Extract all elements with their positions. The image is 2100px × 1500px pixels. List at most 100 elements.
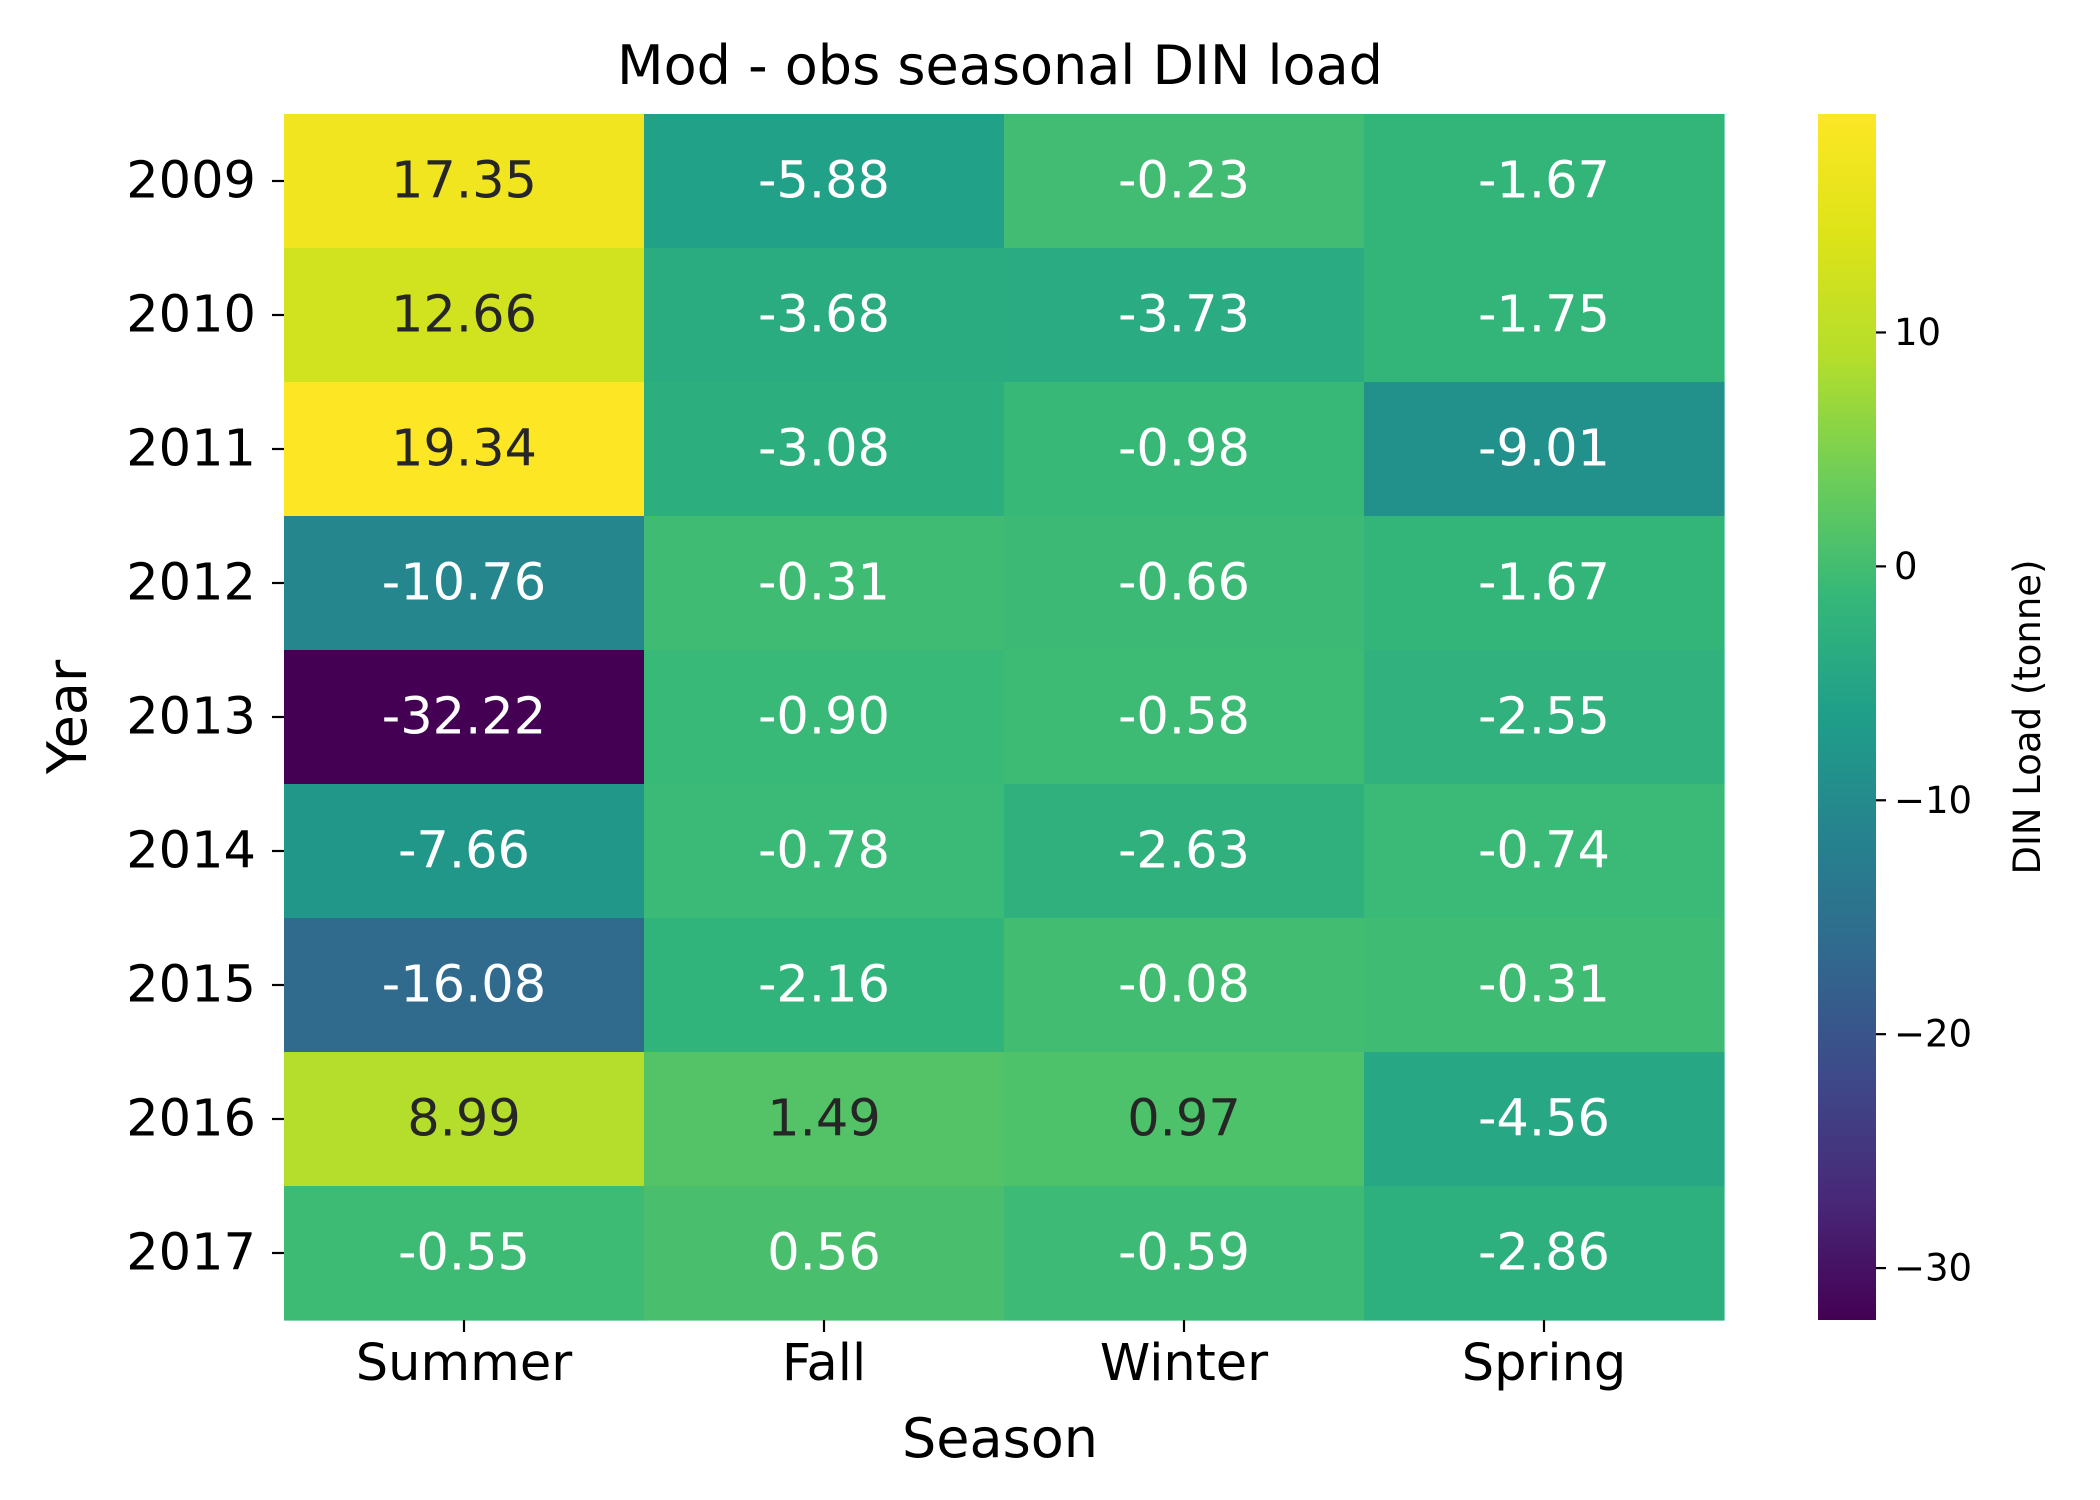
cell-value-label: -0.59 — [1118, 1224, 1250, 1283]
cell-value-label: -0.66 — [1118, 554, 1250, 613]
y-tick-label: 2009 — [126, 152, 256, 211]
cell-value-label: 17.35 — [391, 152, 537, 211]
heatmap-cell — [1364, 1186, 1725, 1321]
cell-value-label: -0.58 — [1118, 688, 1250, 747]
heatmap-cell — [284, 248, 645, 383]
y-tick-label: 2017 — [126, 1224, 256, 1283]
heatmap-cell-labels: 17.35 -5.88 -0.23 -1.67 12.66 -3.68 -3.73 -1.75… — [382, 152, 1610, 1283]
cell-value-label: -2.63 — [1118, 822, 1250, 881]
colorbar-gradient — [1818, 114, 1876, 1320]
heatmap-cells — [284, 114, 1725, 1321]
heatmap-cell — [284, 516, 645, 651]
cell-value-label: -7.66 — [398, 822, 530, 881]
cell-value-label: -2.16 — [758, 956, 890, 1015]
chart-title: Mod - obs seasonal DIN load — [617, 34, 1383, 97]
heatmap-cell — [284, 784, 645, 919]
cell-value-label: -1.67 — [1478, 152, 1610, 211]
cell-value-label: 0.97 — [1127, 1090, 1241, 1149]
y-tick-label: 2014 — [126, 822, 256, 881]
colorbar: 10 0 −10 −20 −30 DIN Load (tonne) — [1818, 114, 2049, 1320]
heatmap-cell — [644, 1186, 1005, 1321]
y-tick-label: 2012 — [126, 554, 256, 613]
heatmap-cell — [1004, 114, 1365, 249]
colorbar-tick-label: 10 — [1894, 311, 1941, 354]
cell-value-label: -0.78 — [758, 822, 890, 881]
cell-value-label: -4.56 — [1478, 1090, 1610, 1149]
cell-value-label: -0.08 — [1118, 956, 1250, 1015]
x-axis-label: Season — [902, 1407, 1098, 1470]
heatmap-cell — [1004, 248, 1365, 383]
y-axis: 2009 2010 2011 2012 2013 2014 2015 2016 2017 — [126, 152, 284, 1283]
cell-value-label: 19.34 — [391, 420, 537, 479]
cell-value-label: 8.99 — [407, 1090, 521, 1149]
y-tick-label: 2013 — [126, 688, 256, 747]
cell-value-label: -2.86 — [1478, 1224, 1610, 1283]
heatmap-cell — [1004, 1186, 1365, 1321]
heatmap-cell — [1364, 248, 1725, 383]
heatmap-cell — [1004, 918, 1365, 1053]
cell-value-label: -5.88 — [758, 152, 890, 211]
colorbar-ticks: 10 0 −10 −20 −30 — [1876, 311, 1972, 1290]
y-tick-label: 2016 — [126, 1090, 256, 1149]
cell-value-label: -1.75 — [1478, 286, 1610, 345]
heatmap-cell — [644, 784, 1005, 919]
x-tick-label: Fall — [782, 1334, 866, 1393]
heatmap-cell — [284, 1052, 645, 1187]
heatmap-cell — [644, 918, 1005, 1053]
heatmap-cell — [284, 382, 645, 517]
heatmap-cell — [644, 516, 1005, 651]
cell-value-label: -0.31 — [1478, 956, 1610, 1015]
y-axis-label: Year — [36, 659, 99, 775]
heatmap-cell — [644, 114, 1005, 249]
heatmap-cell — [644, 248, 1005, 383]
y-tick-label: 2011 — [126, 420, 256, 479]
cell-value-label: -3.68 — [758, 286, 890, 345]
cell-value-label: -2.55 — [1478, 688, 1610, 747]
x-tick-label: Winter — [1100, 1334, 1268, 1393]
heatmap-cell — [1364, 382, 1725, 517]
heatmap-cell — [1364, 918, 1725, 1053]
cell-value-label: -10.76 — [382, 554, 546, 613]
colorbar-tick-label: −30 — [1894, 1247, 1972, 1290]
cell-value-label: -0.74 — [1478, 822, 1610, 881]
heatmap-cell — [644, 1052, 1005, 1187]
x-axis: Summer Fall Winter Spring — [356, 1320, 1627, 1393]
cell-value-label: 12.66 — [391, 286, 537, 345]
x-tick-label: Summer — [356, 1334, 572, 1393]
heatmap-cell — [1004, 516, 1365, 651]
cell-value-label: -0.98 — [1118, 420, 1250, 479]
colorbar-tick-label: −20 — [1894, 1013, 1972, 1056]
y-tick-label: 2015 — [126, 956, 256, 1015]
y-tick-label: 2010 — [126, 286, 256, 345]
x-tick-label: Spring — [1462, 1334, 1627, 1393]
heatmap-cell — [1364, 1052, 1725, 1187]
cell-value-label: -0.90 — [758, 688, 890, 747]
colorbar-tick-label: 0 — [1894, 545, 1918, 588]
heatmap-cell — [1364, 114, 1725, 249]
colorbar-label: DIN Load (tonne) — [2006, 559, 2049, 874]
cell-value-label: -32.22 — [382, 688, 546, 747]
heatmap-cell — [1364, 784, 1725, 919]
cell-value-label: -0.55 — [398, 1224, 530, 1283]
heatmap-cell — [1004, 784, 1365, 919]
cell-value-label: 1.49 — [767, 1090, 881, 1149]
cell-value-label: -16.08 — [382, 956, 546, 1015]
cell-value-label: -1.67 — [1478, 554, 1610, 613]
heatmap-cell — [284, 114, 645, 249]
heatmap-cell — [1364, 516, 1725, 651]
colorbar-tick-label: −10 — [1894, 779, 1972, 822]
heatmap-cell — [1004, 650, 1365, 785]
heatmap-cell — [1364, 650, 1725, 785]
heatmap-cell — [284, 650, 645, 785]
heatmap-cell — [1004, 1052, 1365, 1187]
heatmap-cell — [284, 918, 645, 1053]
heatmap-cell — [644, 650, 1005, 785]
cell-value-label: -3.73 — [1118, 286, 1250, 345]
cell-value-label: -0.23 — [1118, 152, 1250, 211]
cell-value-label: -0.31 — [758, 554, 890, 613]
heatmap-cell — [644, 382, 1005, 517]
cell-value-label: 0.56 — [767, 1224, 881, 1283]
heatmap-cell — [284, 1186, 645, 1321]
cell-value-label: -9.01 — [1478, 420, 1610, 479]
